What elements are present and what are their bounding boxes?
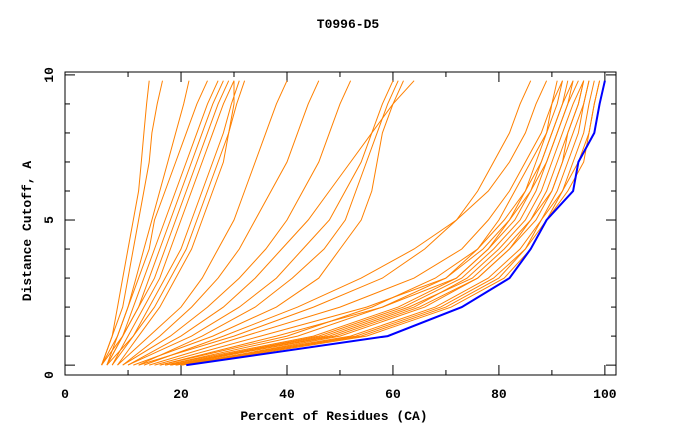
y-tick-label: 5 — [42, 216, 57, 224]
model-curve — [170, 80, 585, 366]
model-curve — [117, 80, 235, 366]
x-axis-label: Percent of Residues (CA) — [240, 409, 427, 424]
x-tick-label: 100 — [593, 387, 617, 402]
model-curve — [106, 80, 246, 366]
model-curve — [122, 80, 352, 366]
model-curve — [138, 80, 532, 366]
model-curve — [117, 80, 288, 366]
model-curve — [186, 80, 601, 366]
model-curve — [164, 80, 574, 366]
model-curve — [106, 80, 230, 366]
model-curve — [101, 80, 163, 366]
chart-title: T0996-D5 — [317, 17, 380, 32]
model-curve — [111, 80, 235, 366]
model-curve — [133, 80, 404, 366]
y-tick-label: 0 — [42, 371, 57, 379]
model-curve — [175, 80, 590, 366]
y-tick-label: 10 — [42, 67, 57, 83]
series-lines — [101, 80, 606, 367]
model-curve — [175, 80, 585, 366]
x-tick-label: 20 — [173, 387, 189, 402]
model-curve — [127, 80, 394, 366]
model-curve — [111, 80, 240, 366]
axis-ticks: 0 20 40 60 80 100 0 5 10 — [42, 67, 617, 402]
model-curve — [106, 80, 219, 366]
model-curve — [149, 80, 558, 366]
model-curve — [170, 80, 590, 366]
model-curve — [143, 80, 548, 366]
x-tick-label: 60 — [385, 387, 401, 402]
model-curve — [106, 80, 208, 366]
model-curve — [122, 80, 320, 366]
model-curve — [101, 80, 224, 366]
model-curve — [154, 80, 563, 366]
y-axis-label: Distance Cutoff, A — [20, 161, 35, 302]
highlight-curve — [186, 80, 606, 367]
x-tick-label: 40 — [279, 387, 295, 402]
x-tick-label: 0 — [61, 387, 69, 402]
model-curve — [127, 80, 415, 366]
x-tick-label: 80 — [491, 387, 507, 402]
plot-frame — [64, 71, 617, 376]
model-curve — [159, 80, 569, 366]
model-curve — [138, 80, 399, 366]
model-curve — [180, 80, 595, 366]
model-curve — [101, 80, 150, 366]
